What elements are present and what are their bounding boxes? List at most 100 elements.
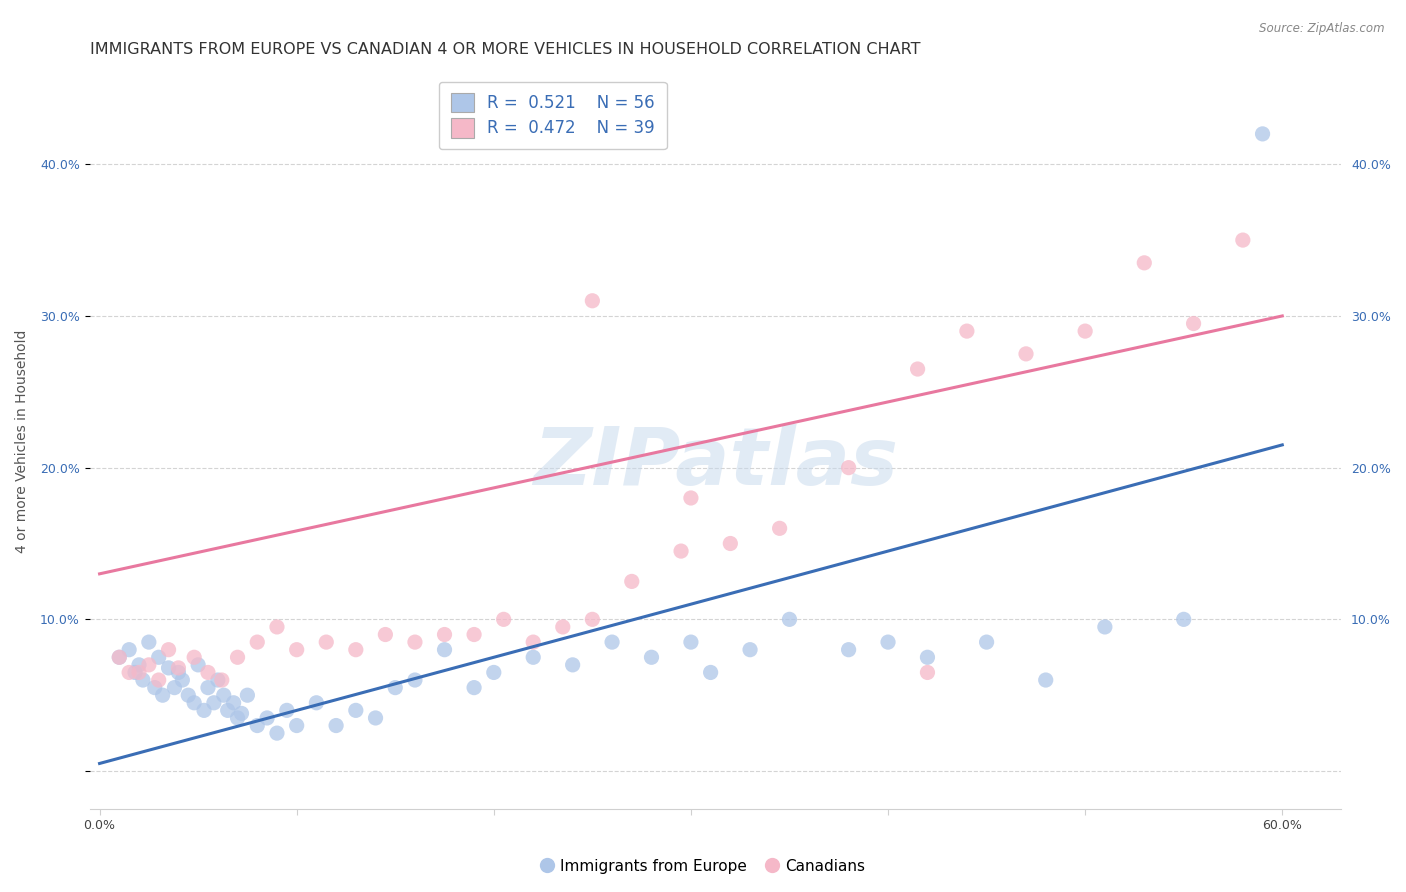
Point (581, 293, 603, 308)
Point (433, 642, 456, 657)
Point (226, 650, 249, 665)
Point (463, 681, 485, 695)
Point (1015, 347, 1038, 361)
Point (183, 650, 205, 665)
Point (276, 703, 298, 717)
Point (157, 642, 180, 657)
Point (364, 711, 387, 725)
Point (1251, 127, 1274, 141)
Point (679, 635, 702, 649)
Legend: Immigrants from Europe, Canadians: Immigrants from Europe, Canadians (534, 853, 872, 880)
Point (132, 673, 155, 687)
Point (482, 665, 505, 680)
Point (738, 642, 761, 657)
Point (305, 696, 328, 710)
Point (768, 521, 790, 535)
Point (222, 696, 245, 710)
Point (917, 650, 939, 665)
Point (226, 711, 249, 725)
Y-axis label: 4 or more Vehicles in Household: 4 or more Vehicles in Household (15, 329, 30, 553)
Point (118, 642, 141, 657)
Point (256, 711, 278, 725)
Point (202, 696, 225, 710)
Point (246, 718, 269, 732)
Text: IMMIGRANTS FROM EUROPE VS CANADIAN 4 OR MORE VEHICLES IN HOUSEHOLD CORRELATION C: IMMIGRANTS FROM EUROPE VS CANADIAN 4 OR … (90, 42, 920, 57)
Point (246, 635, 269, 649)
Point (1182, 317, 1205, 331)
Point (217, 703, 239, 717)
Point (492, 612, 515, 626)
Point (108, 650, 131, 665)
Point (344, 642, 367, 657)
Point (128, 665, 150, 680)
Point (187, 657, 209, 672)
Legend: R =  0.521    N = 56, R =  0.472    N = 39: R = 0.521 N = 56, R = 0.472 N = 39 (439, 81, 666, 149)
Point (384, 681, 406, 695)
Point (699, 665, 721, 680)
Point (197, 681, 219, 695)
Point (212, 688, 235, 702)
Point (669, 544, 692, 558)
Point (600, 635, 623, 649)
Point (404, 673, 426, 687)
Point (108, 650, 131, 665)
Point (344, 703, 367, 717)
Point (956, 324, 979, 338)
Point (779, 612, 801, 626)
Point (620, 574, 643, 589)
Point (404, 635, 426, 649)
Point (143, 681, 166, 695)
Point (640, 650, 662, 665)
Point (374, 627, 396, 641)
Point (285, 642, 308, 657)
Point (1074, 324, 1097, 338)
Point (551, 620, 574, 634)
Point (877, 635, 900, 649)
Point (1133, 256, 1156, 270)
Point (172, 673, 194, 687)
Text: Source: ZipAtlas.com: Source: ZipAtlas.com (1260, 22, 1385, 36)
Point (118, 665, 141, 680)
Point (522, 635, 544, 649)
Point (581, 612, 603, 626)
Point (522, 650, 544, 665)
Point (907, 362, 929, 376)
Point (128, 657, 150, 672)
Point (266, 726, 288, 740)
Point (1035, 673, 1057, 687)
Point (561, 657, 583, 672)
Point (325, 718, 347, 732)
Point (211, 673, 233, 687)
Point (193, 703, 215, 717)
Point (197, 665, 219, 680)
Point (148, 673, 170, 687)
Point (1094, 620, 1116, 634)
Point (266, 620, 288, 634)
Point (718, 536, 741, 550)
Point (163, 681, 186, 695)
Point (157, 661, 180, 675)
Point (152, 688, 174, 702)
Point (207, 673, 229, 687)
Point (124, 665, 146, 680)
Point (167, 661, 190, 675)
Point (433, 627, 456, 641)
Point (231, 706, 253, 721)
Point (976, 635, 998, 649)
Point (285, 718, 308, 732)
Point (138, 657, 160, 672)
Point (148, 650, 170, 665)
Point (236, 688, 259, 702)
Point (1232, 233, 1254, 247)
Point (679, 491, 702, 505)
Point (917, 665, 939, 680)
Point (183, 696, 205, 710)
Point (838, 460, 860, 475)
Point (167, 665, 190, 680)
Point (138, 635, 160, 649)
Point (177, 688, 200, 702)
Point (463, 627, 485, 641)
Point (838, 642, 860, 657)
Point (315, 635, 337, 649)
Text: ZIPatlas: ZIPatlas (533, 425, 898, 502)
